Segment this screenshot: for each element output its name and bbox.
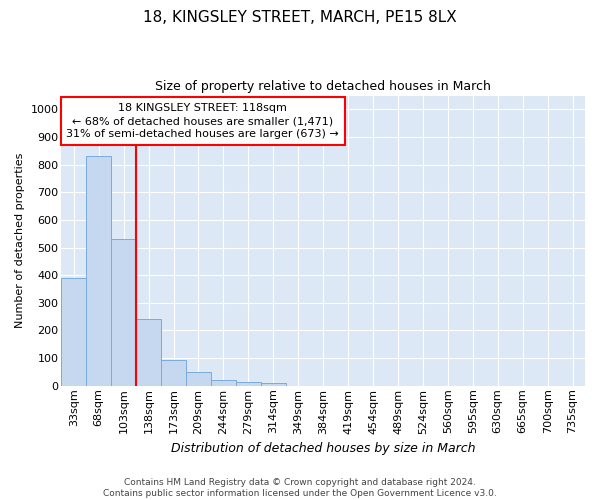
Title: Size of property relative to detached houses in March: Size of property relative to detached ho… <box>155 80 491 93</box>
Bar <box>61 278 86 386</box>
Y-axis label: Number of detached properties: Number of detached properties <box>15 153 25 328</box>
Bar <box>111 240 136 386</box>
Bar <box>161 360 186 386</box>
Text: 18 KINGSLEY STREET: 118sqm
← 68% of detached houses are smaller (1,471)
31% of s: 18 KINGSLEY STREET: 118sqm ← 68% of deta… <box>67 103 339 139</box>
Bar <box>136 320 161 386</box>
Bar <box>236 382 261 386</box>
X-axis label: Distribution of detached houses by size in March: Distribution of detached houses by size … <box>171 442 475 455</box>
Bar <box>86 156 111 386</box>
Bar <box>186 372 211 386</box>
Text: 18, KINGSLEY STREET, MARCH, PE15 8LX: 18, KINGSLEY STREET, MARCH, PE15 8LX <box>143 10 457 25</box>
Bar <box>261 383 286 386</box>
Bar <box>211 380 236 386</box>
Text: Contains HM Land Registry data © Crown copyright and database right 2024.
Contai: Contains HM Land Registry data © Crown c… <box>103 478 497 498</box>
